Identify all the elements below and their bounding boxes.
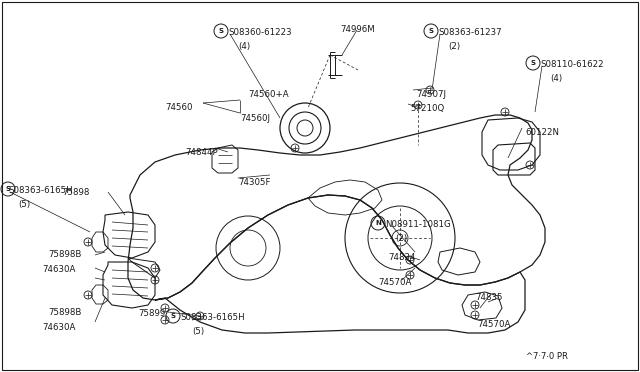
Text: S08110-61622: S08110-61622 [540,60,604,69]
Text: 74996M: 74996M [340,25,375,34]
Text: S08363-61237: S08363-61237 [438,28,502,37]
Text: (4): (4) [238,42,250,51]
Text: 74630A: 74630A [42,265,76,274]
Text: S: S [531,60,536,66]
Text: 74630A: 74630A [42,323,76,332]
Text: S: S [429,28,433,34]
Text: 74844P: 74844P [185,148,218,157]
Text: (5): (5) [192,327,204,336]
Text: 74305F: 74305F [238,178,271,187]
Text: N08911-1081G: N08911-1081G [385,220,451,229]
Text: 74560J: 74560J [240,114,270,123]
Text: S08363-6165H: S08363-6165H [180,313,244,322]
Text: N: N [375,220,381,226]
Text: 74560: 74560 [165,103,193,112]
Text: 75898B: 75898B [48,250,81,259]
Text: 74560+A: 74560+A [248,90,289,99]
Text: 74835: 74835 [475,293,502,302]
Text: 74570A: 74570A [477,320,510,329]
Text: 74507J: 74507J [416,90,446,99]
Text: S08360-61223: S08360-61223 [228,28,292,37]
Text: 74570A: 74570A [378,278,412,287]
Text: S: S [170,313,175,319]
Text: (2): (2) [448,42,460,51]
Text: ^7·7⋅0 PR: ^7·7⋅0 PR [526,352,568,361]
Text: S: S [6,186,10,192]
Text: (5): (5) [18,200,30,209]
Text: 57210Q: 57210Q [410,104,444,113]
Text: 60122N: 60122N [525,128,559,137]
Text: (4): (4) [550,74,562,83]
Text: 75898B: 75898B [48,308,81,317]
Text: (2): (2) [395,234,407,243]
Text: S: S [218,28,223,34]
Text: 75899: 75899 [138,309,165,318]
Text: 74834: 74834 [388,253,415,262]
Text: S08363-6165H: S08363-6165H [8,186,72,195]
Text: 75898: 75898 [62,188,90,197]
